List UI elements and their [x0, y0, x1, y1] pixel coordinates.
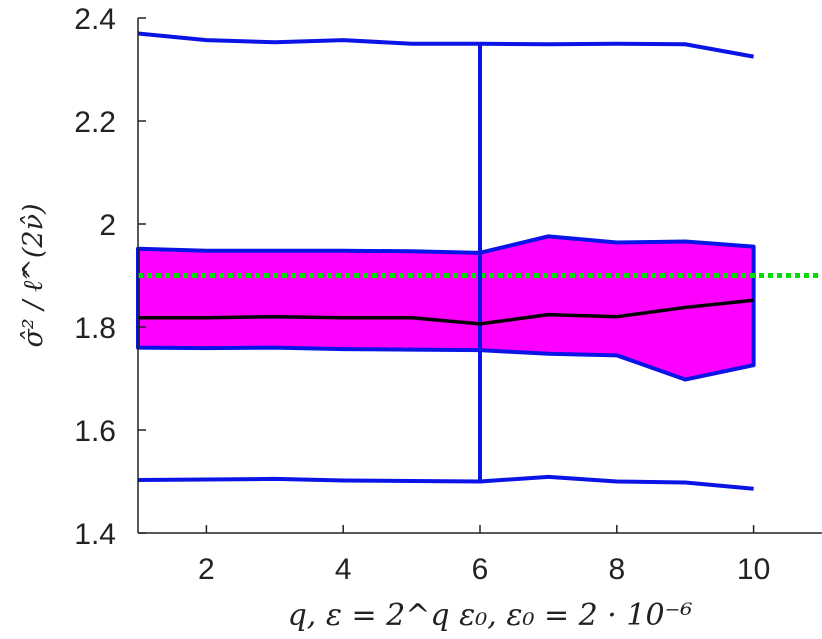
x-tick-label: 6	[472, 553, 489, 586]
y-tick-label: 1.8	[74, 312, 116, 345]
x-axis-title: q, ε = 2^q ε₀, ε₀ = 2 · 10⁻⁶	[288, 598, 693, 633]
y-axis-title: σ̂² / ℓ̂^(2ν̂)	[18, 203, 49, 347]
y-tick-label: 2	[99, 209, 116, 242]
whisker-lower-line	[137, 474, 754, 491]
y-tick-label: 1.4	[74, 518, 116, 551]
median-line	[138, 298, 754, 326]
x-tick-label: 8	[608, 553, 625, 586]
y-tick-label: 2.4	[74, 3, 116, 36]
x-tick-label: 4	[335, 553, 352, 586]
whisker-upper-line	[137, 31, 754, 59]
x-tick-label: 2	[198, 553, 215, 586]
x-tick-label: 10	[737, 553, 770, 586]
y-tick-label: 2.2	[74, 106, 116, 139]
y-tick-label: 1.6	[74, 415, 116, 448]
box-fill-region	[136, 234, 756, 382]
